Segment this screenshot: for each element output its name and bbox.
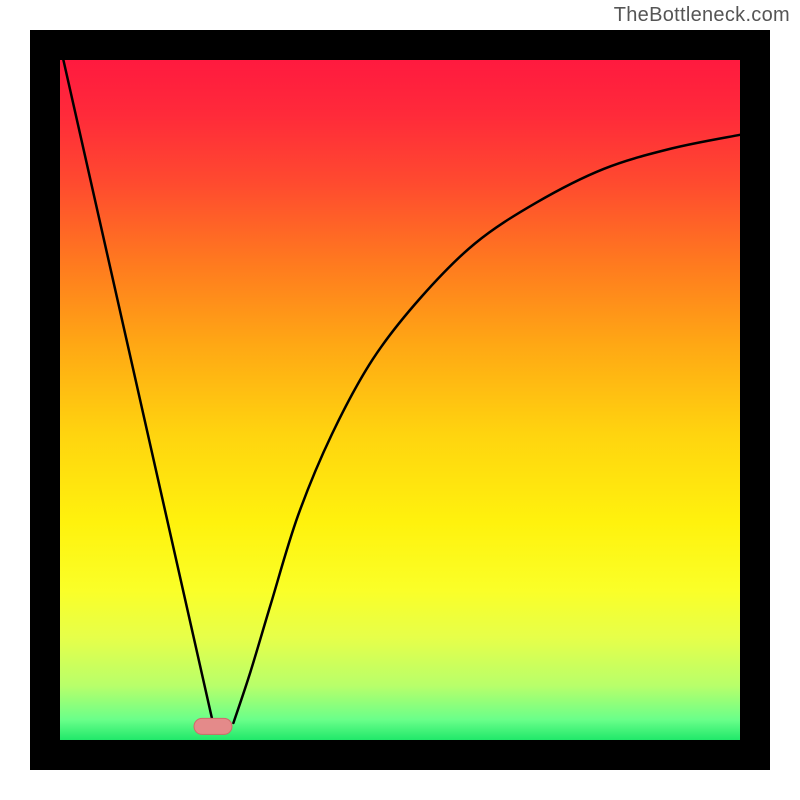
bottleneck-chart — [0, 0, 800, 800]
gradient-background — [60, 60, 740, 740]
watermark-text: TheBottleneck.com — [614, 4, 790, 27]
chart-container: TheBottleneck.com — [0, 0, 800, 800]
optimum-marker — [194, 718, 232, 734]
